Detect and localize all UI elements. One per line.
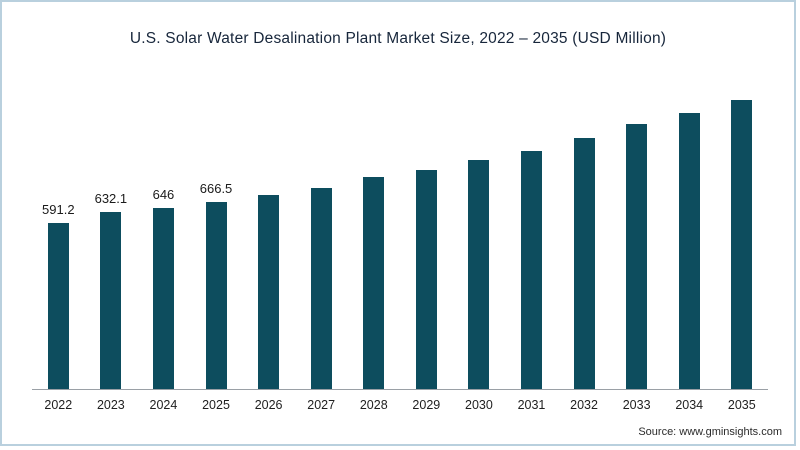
bar	[205, 202, 227, 390]
chart-title: U.S. Solar Water Desalination Plant Mark…	[129, 30, 667, 47]
bar-cell: 646	[137, 68, 190, 390]
bar-cell	[505, 68, 558, 390]
source-text: Source: www.gminsights.com	[638, 426, 782, 438]
x-axis-tick-label: 2035	[727, 398, 756, 413]
x-axis-tick-label: 2022	[44, 398, 73, 413]
bar-cell: 666.5	[190, 68, 243, 390]
bar-cell	[242, 68, 295, 390]
x-axis-tick-label: 2024	[149, 398, 178, 413]
bar-cell	[663, 68, 716, 390]
bar-value-label: 591.2	[42, 202, 75, 218]
bar	[258, 195, 280, 390]
bar	[363, 177, 385, 390]
bar-value-label: 632.1	[94, 191, 128, 207]
bar	[678, 113, 700, 390]
x-axis-tick-label: 2033	[622, 398, 651, 413]
bar-value-label: 646	[152, 187, 175, 203]
bar	[520, 151, 542, 390]
x-axis-tick-label: 2023	[96, 398, 125, 413]
x-axis-tick-label: 2027	[307, 398, 336, 413]
bar-value-label: 666.5	[199, 181, 233, 197]
plot-area: 591.2 632.1 646 666.5 2022 2023 2024 2025 2026 2…	[32, 68, 768, 420]
bars-row: 591.2 632.1 646 666.5	[32, 68, 769, 391]
x-axis-tick-label: 2034	[675, 398, 704, 413]
x-axis-tick-label: 2026	[254, 398, 283, 413]
bar-cell	[453, 68, 506, 390]
bar	[573, 138, 595, 390]
bar	[310, 188, 332, 390]
bar	[626, 124, 648, 390]
x-axis-tick-label: 2025	[202, 398, 230, 413]
bar-cell: 632.1	[85, 68, 138, 390]
bar	[468, 160, 490, 390]
bar	[100, 212, 122, 390]
bar	[152, 208, 174, 390]
bar	[47, 223, 69, 390]
bar	[415, 170, 437, 390]
bar-cell	[347, 68, 400, 390]
bar-cell	[295, 68, 348, 390]
x-axis-tick-label: 2030	[465, 398, 493, 413]
bar-cell	[716, 68, 769, 390]
x-axis-tick-label: 2029	[412, 398, 441, 413]
x-axis-tick-label: 2032	[570, 398, 598, 413]
x-axis-tick-label: 2028	[359, 398, 388, 413]
x-axis-tick-label: 2031	[517, 398, 546, 413]
bar-cell: 591.2	[32, 68, 85, 390]
bar-cell	[610, 68, 663, 390]
bar-cell	[558, 68, 611, 390]
bar	[731, 100, 753, 390]
x-axis-tick-row: 2022 2023 2024 2025 2026 2027 2028 2029 2030 2031…	[32, 390, 768, 420]
bar-cell	[400, 68, 453, 390]
